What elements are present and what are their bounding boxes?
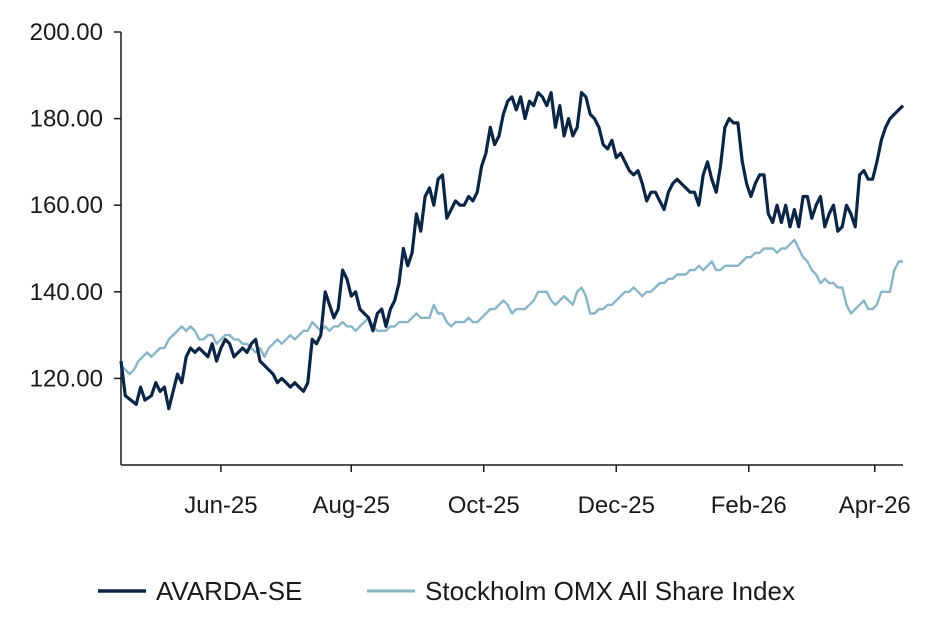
y-tick-label: 180.00 [30,106,103,133]
y-tick-label: 160.00 [30,192,103,219]
x-tick-label: Aug-25 [313,492,390,519]
legend-label-omx: Stockholm OMX All Share Index [425,576,795,606]
x-tick-label: Apr-26 [839,492,911,519]
x-tick-label: Dec-25 [578,492,655,519]
y-tick-label: 200.00 [30,19,103,46]
y-tick-label: 140.00 [30,279,103,306]
series-line-omx [120,238,903,376]
y-axis: 120.00 140.00 160.00 180.00 200.00 [30,19,122,465]
series-layer [119,91,905,411]
x-tick-label: Feb-26 [711,492,787,519]
y-tick-label: 120.00 [30,365,103,392]
x-axis: Jun-25 Aug-25 Oct-25 Dec-25 Feb-26 Apr-26 [121,464,911,519]
legend: AVARDA-SE Stockholm OMX All Share Index [98,576,795,606]
legend-label-avarda: AVARDA-SE [156,576,302,606]
x-tick-label: Oct-25 [448,492,520,519]
series-line-avarda [119,91,905,411]
x-tick-label: Jun-25 [184,492,257,519]
